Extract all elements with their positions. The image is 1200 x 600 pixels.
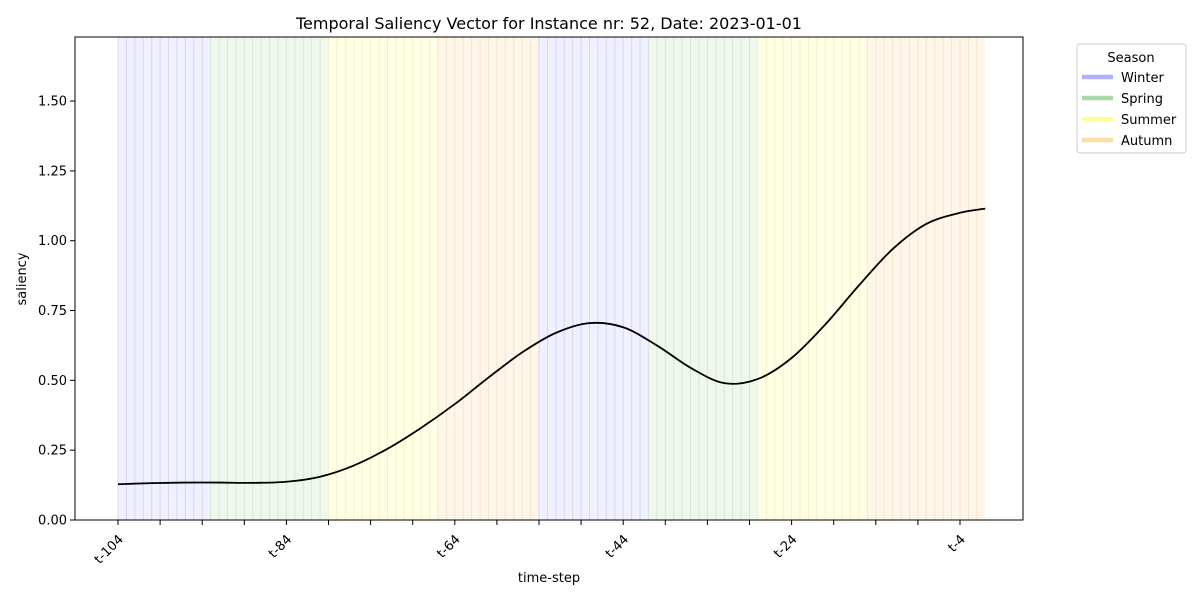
- x-tick-label: t-64: [434, 532, 463, 561]
- y-tick-label: 0.25: [38, 444, 67, 459]
- y-tick-label: 1.25: [38, 164, 67, 179]
- y-tick-label: 1.00: [38, 234, 67, 249]
- season-band-winter: [118, 37, 211, 520]
- legend-label-autumn: Autumn: [1121, 134, 1172, 149]
- y-tick-label: 0.75: [38, 304, 67, 319]
- season-stripes: [117, 37, 978, 520]
- chart-title: Temporal Saliency Vector for Instance nr…: [295, 14, 802, 33]
- y-axis-label: saliency: [15, 252, 30, 305]
- legend-title: Season: [1107, 51, 1154, 66]
- x-tick-label: t-84: [266, 532, 295, 561]
- season-bands: [118, 37, 986, 520]
- legend-label-spring: Spring: [1121, 92, 1163, 107]
- plot-frame: [74, 36, 1024, 521]
- x-tick-label: t-24: [771, 532, 800, 561]
- legend-label-summer: Summer: [1121, 113, 1177, 128]
- legend: Season Winter Spring Summer Autumn: [1076, 43, 1187, 154]
- y-tick-label: 1.50: [38, 95, 67, 110]
- x-tick-label: t-44: [603, 532, 632, 561]
- series-group: [117, 207, 986, 486]
- season-band-spring: [648, 37, 758, 520]
- x-axis: t-104 t-84 t-64 t-44 t-24 t-4: [92, 520, 969, 567]
- saliency-line: [117, 207, 986, 486]
- season-band-summer: [757, 37, 868, 520]
- x-axis-label: time-step: [518, 571, 580, 586]
- y-tick-label: 0.50: [38, 374, 67, 389]
- y-axis: 0.00 0.25 0.50 0.75 1.00 1.25 1.50: [38, 95, 75, 529]
- season-band-winter: [539, 37, 649, 520]
- season-band-summer: [328, 37, 438, 520]
- legend-entries: Winter Spring Summer Autumn: [1082, 71, 1177, 149]
- y-tick-label: 0.00: [38, 514, 67, 529]
- legend-box: [1076, 43, 1187, 154]
- x-tick-label: t-4: [945, 532, 968, 555]
- legend-label-winter: Winter: [1121, 71, 1165, 86]
- x-tick-label: t-104: [92, 532, 127, 567]
